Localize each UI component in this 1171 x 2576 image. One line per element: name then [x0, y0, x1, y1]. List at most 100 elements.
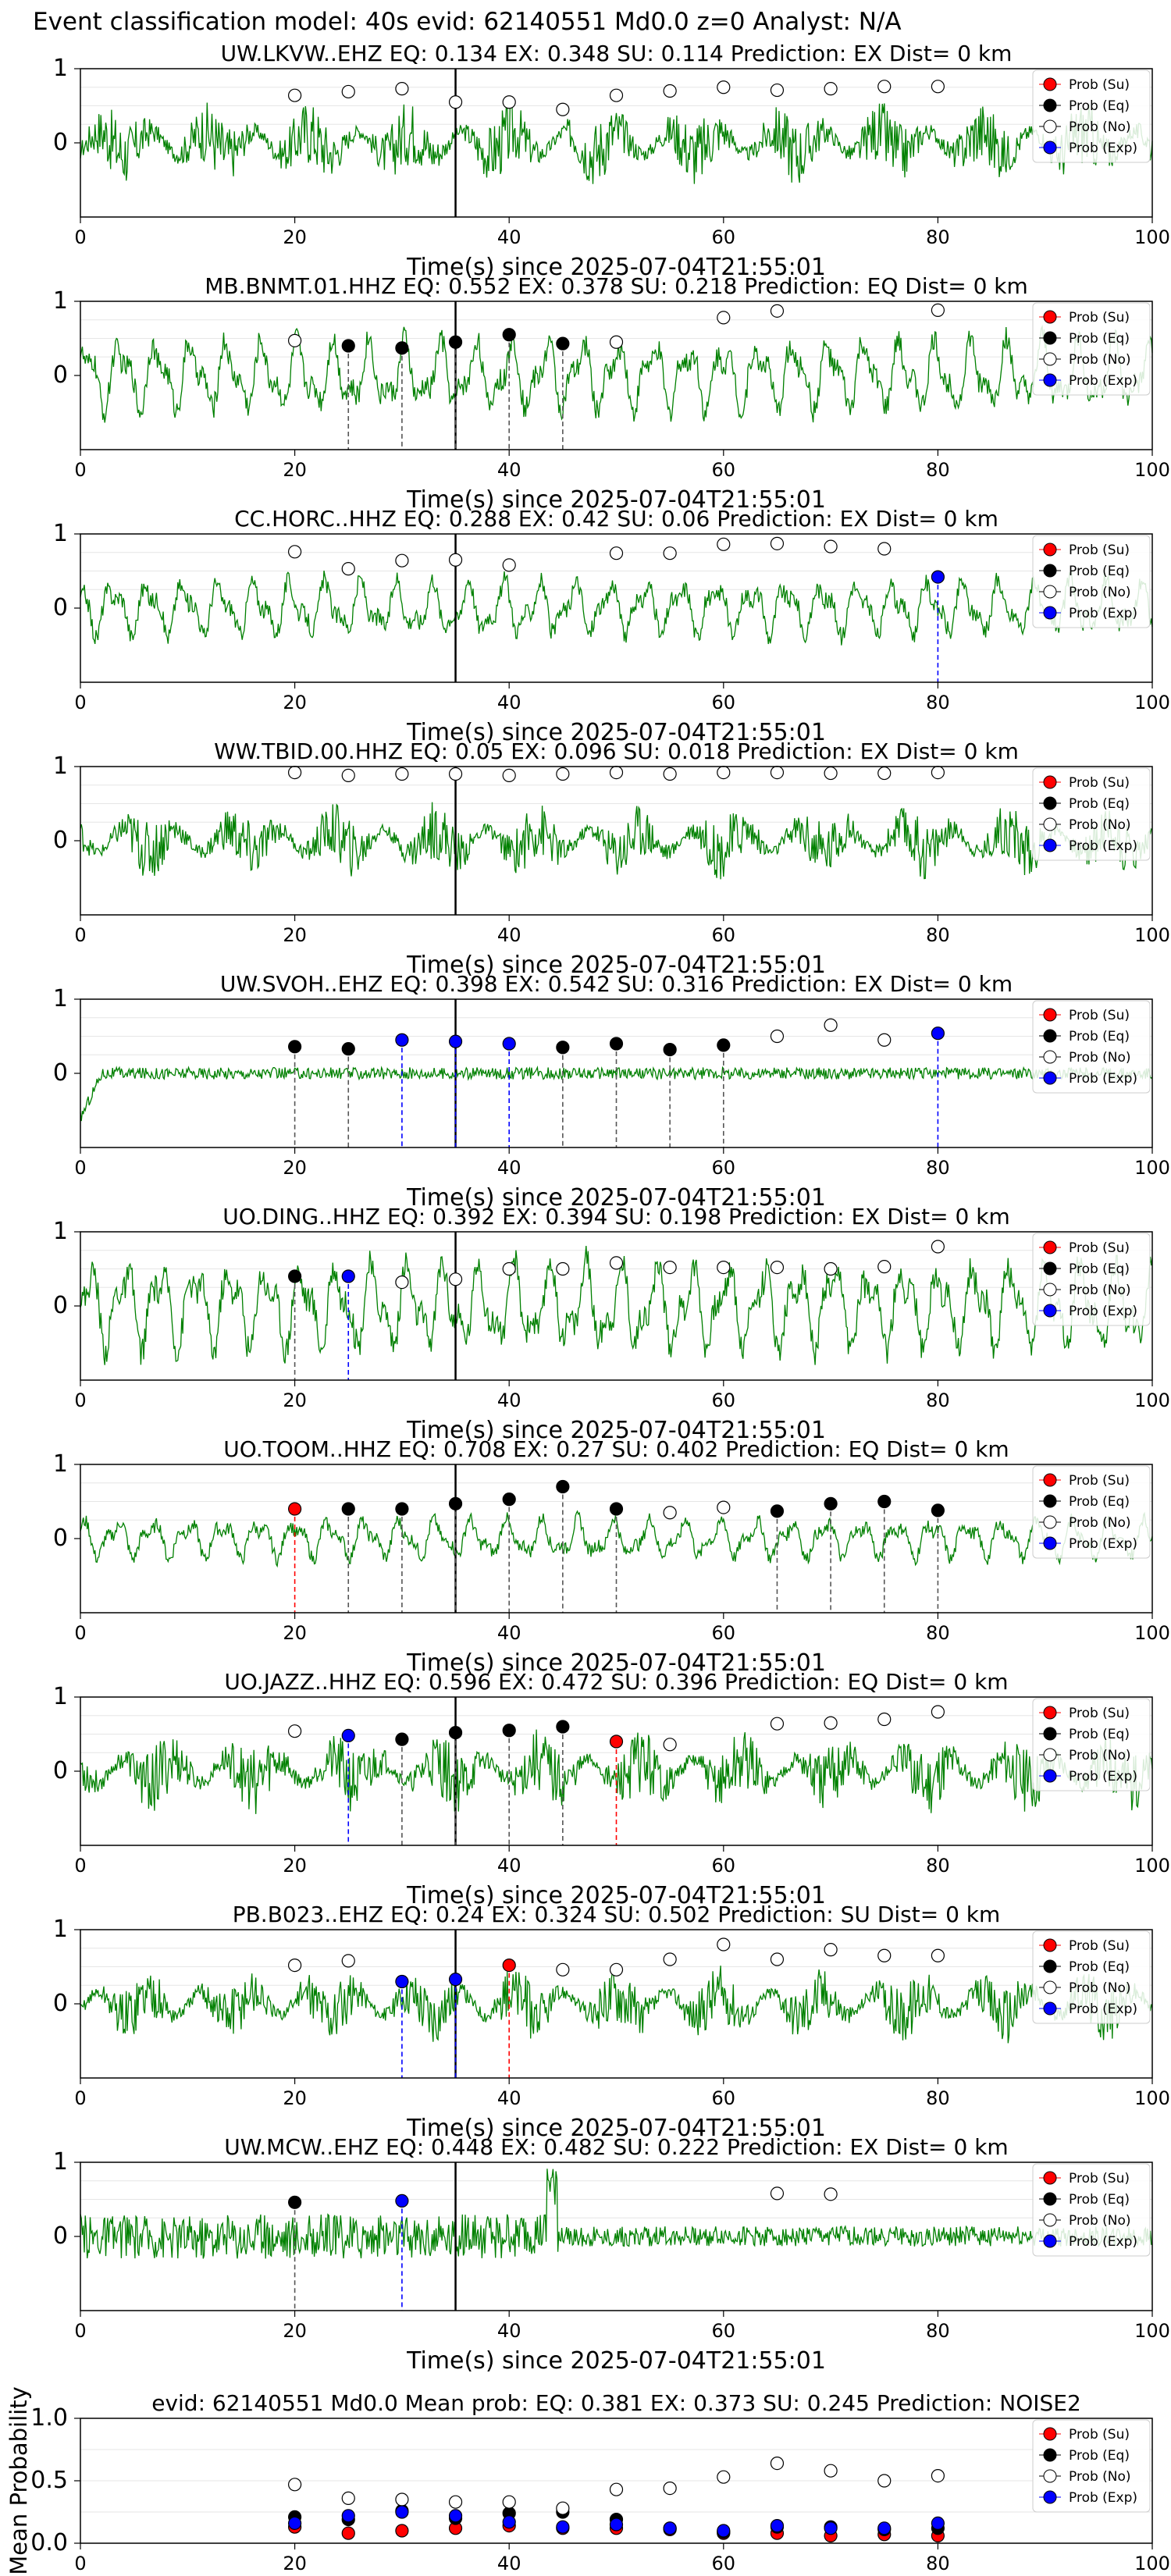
- legend-marker-exp: [1043, 2490, 1057, 2504]
- mean-marker-exp: [448, 2509, 463, 2523]
- legend-label-su: Prob (Su): [1069, 543, 1130, 558]
- prob-marker-eq: [395, 341, 409, 355]
- x-tick-label: 80: [926, 2320, 950, 2342]
- legend-marker-no: [1043, 585, 1057, 599]
- x-tick-label: 100: [1134, 226, 1170, 248]
- prob-marker-no: [556, 767, 570, 781]
- x-tick-label: 0: [74, 2553, 86, 2574]
- legend-label-eq: Prob (Eq): [1069, 1727, 1130, 1742]
- prob-marker-eq: [609, 1037, 624, 1051]
- panel-title: CC.HORC..HHZ EQ: 0.288 EX: 0.42 SU: 0.06…: [234, 506, 998, 532]
- prob-marker-no: [770, 1717, 785, 1731]
- mean-marker-exp: [609, 2517, 624, 2532]
- x-tick-label: 60: [712, 1855, 736, 1877]
- prob-marker-no: [770, 1260, 785, 1275]
- y-tick-label: 1.0: [30, 2404, 68, 2432]
- legend-marker-eq: [1043, 98, 1057, 112]
- legend-marker-no: [1043, 1050, 1057, 1064]
- x-tick-label: 20: [283, 1389, 307, 1411]
- legend-label-exp: Prob (Exp): [1069, 2490, 1137, 2506]
- prob-marker-no: [877, 1033, 892, 1047]
- x-tick-label: 0: [74, 1855, 86, 1877]
- x-axis-label: Time(s) since 2025-07-04T21:55:01: [406, 2347, 826, 2375]
- mean-marker-no: [877, 2474, 892, 2488]
- prob-marker-exp: [341, 1269, 355, 1283]
- legend-label-no: Prob (No): [1069, 119, 1131, 135]
- x-tick-label: 0: [74, 1157, 86, 1179]
- prob-marker-eq: [931, 1503, 945, 1517]
- panel-8: UO.JAZZ..HHZ EQ: 0.596 EX: 0.472 SU: 0.3…: [53, 1669, 1170, 1909]
- x-tick-label: 40: [497, 924, 521, 946]
- x-tick-label: 80: [926, 1855, 950, 1877]
- prob-marker-no: [770, 1952, 785, 1966]
- prob-marker-eq: [341, 339, 355, 353]
- prob-marker-eq: [502, 1493, 516, 1507]
- legend-label-su: Prob (Su): [1069, 77, 1130, 93]
- x-tick-label: 20: [283, 924, 307, 946]
- prob-marker-no: [770, 765, 785, 780]
- prob-marker-no: [717, 80, 731, 94]
- prob-marker-su: [288, 1502, 302, 1516]
- prob-marker-no: [288, 545, 302, 559]
- y-tick-label: 1: [53, 753, 68, 780]
- legend-marker-su: [1043, 775, 1057, 789]
- x-tick-label: 60: [712, 1389, 736, 1411]
- prob-marker-eq: [663, 1042, 677, 1057]
- prob-marker-no: [770, 83, 785, 98]
- x-tick-label: 80: [926, 924, 950, 946]
- prob-marker-eq: [502, 328, 516, 342]
- x-tick-label: 100: [1134, 1855, 1170, 1877]
- panel-title: UW.SVOH..EHZ EQ: 0.398 EX: 0.542 SU: 0.3…: [220, 971, 1013, 997]
- mean-marker-exp: [556, 2520, 570, 2534]
- panel-title: UO.TOOM..HHZ EQ: 0.708 EX: 0.27 SU: 0.40…: [223, 1436, 1009, 1462]
- x-tick-label: 40: [497, 1622, 521, 1644]
- legend-marker-su: [1043, 1008, 1057, 1022]
- legend-label-su: Prob (Su): [1069, 1938, 1130, 1954]
- y-tick-label: 1: [53, 1218, 68, 1245]
- prob-marker-no: [824, 1943, 838, 1957]
- legend-label-no: Prob (No): [1069, 1748, 1131, 1763]
- x-axis-label: Time(s) since 2025-07-04T21:55:01: [406, 952, 826, 979]
- prob-marker-no: [556, 102, 570, 116]
- legend-frame: [1032, 69, 1151, 163]
- x-tick-label: 80: [926, 459, 950, 481]
- prob-marker-no: [824, 82, 838, 96]
- prob-marker-no: [609, 335, 624, 349]
- legend-marker-eq: [1043, 1959, 1057, 1973]
- x-axis-label: Time(s) since 2025-07-04T21:55:01: [406, 1417, 826, 1444]
- legend: Prob (Su) Prob (Eq) Prob (No) Prob (Exp): [1032, 2419, 1151, 2513]
- panel-title: evid: 62140551 Md0.0 Mean prob: EQ: 0.38…: [151, 2390, 1081, 2416]
- x-axis-label: Time(s) since 2025-07-04T21:55:01: [406, 2115, 826, 2142]
- legend-label-eq: Prob (Eq): [1069, 1029, 1130, 1044]
- legend: Prob (Su) Prob (Eq) Prob (No) Prob (Exp): [1032, 302, 1151, 396]
- legend-label-eq: Prob (Eq): [1069, 796, 1130, 812]
- mean-marker-exp: [341, 2509, 355, 2523]
- legend-label-su: Prob (Su): [1069, 310, 1130, 326]
- prob-marker-no: [609, 765, 624, 780]
- prob-marker-eq: [556, 1479, 570, 1494]
- prob-marker-no: [663, 546, 677, 560]
- legend-label-eq: Prob (Eq): [1069, 1959, 1130, 1975]
- legend-marker-no: [1043, 1283, 1057, 1297]
- legend-frame: [1032, 767, 1151, 861]
- x-tick-label: 60: [712, 692, 736, 713]
- prob-marker-no: [663, 1738, 677, 1752]
- prob-marker-no: [502, 558, 516, 572]
- prob-marker-eq: [448, 1726, 463, 1740]
- legend-marker-su: [1043, 2171, 1057, 2185]
- x-tick-label: 60: [712, 459, 736, 481]
- legend-frame: [1032, 1000, 1151, 1094]
- prob-marker-su: [502, 1959, 516, 1973]
- panel-title: UW.MCW..EHZ EQ: 0.448 EX: 0.482 SU: 0.22…: [224, 2134, 1008, 2160]
- y-tick-label: 0: [53, 827, 68, 854]
- legend-label-eq: Prob (Eq): [1069, 331, 1130, 347]
- prob-marker-no: [824, 1716, 838, 1730]
- prob-marker-eq: [609, 1502, 624, 1516]
- x-tick-label: 40: [497, 2553, 521, 2574]
- x-tick-label: 80: [926, 1622, 950, 1644]
- panel-9: PB.B023..EHZ EQ: 0.24 EX: 0.324 SU: 0.50…: [53, 1902, 1170, 2142]
- x-tick-label: 100: [1134, 2553, 1170, 2574]
- prob-marker-exp: [395, 1974, 409, 1989]
- y-tick-label: 1: [53, 520, 68, 547]
- prob-marker-no: [877, 1948, 892, 1962]
